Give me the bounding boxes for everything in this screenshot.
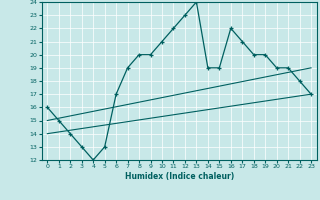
X-axis label: Humidex (Indice chaleur): Humidex (Indice chaleur) [124, 172, 234, 181]
